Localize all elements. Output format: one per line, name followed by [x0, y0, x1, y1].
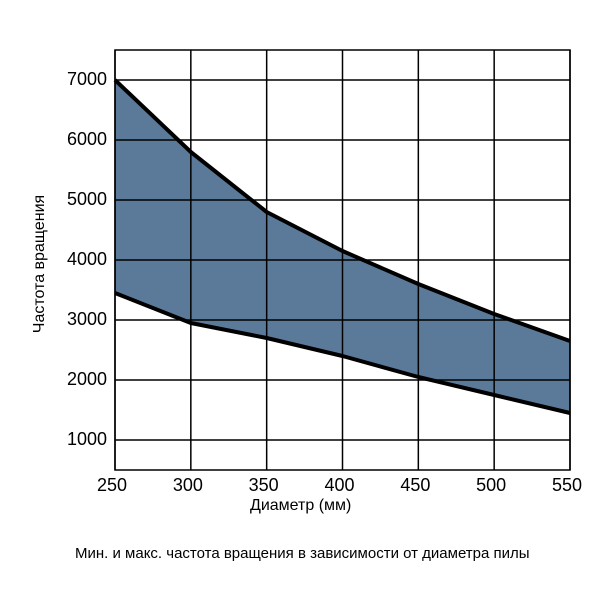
x-axis-label: Диаметр (мм) — [250, 497, 351, 515]
y-axis-label: Частота вращения — [31, 184, 49, 344]
y-tick-label: 4000 — [67, 249, 107, 270]
y-tick-label: 7000 — [67, 69, 107, 90]
y-tick-label: 3000 — [67, 309, 107, 330]
x-tick-label: 400 — [325, 475, 355, 496]
x-tick-label: 300 — [173, 475, 203, 496]
x-tick-label: 550 — [552, 475, 582, 496]
y-tick-label: 1000 — [67, 429, 107, 450]
x-tick-label: 350 — [249, 475, 279, 496]
x-tick-label: 250 — [97, 475, 127, 496]
y-tick-label: 6000 — [67, 129, 107, 150]
x-tick-label: 500 — [476, 475, 506, 496]
y-tick-label: 2000 — [67, 369, 107, 390]
y-tick-label: 5000 — [67, 189, 107, 210]
chart-container: Частота вращения Диаметр (мм) Мин. и мак… — [0, 0, 600, 600]
x-tick-label: 450 — [400, 475, 430, 496]
chart-caption: Мин. и макс. частота вращения в зависимо… — [75, 545, 530, 562]
